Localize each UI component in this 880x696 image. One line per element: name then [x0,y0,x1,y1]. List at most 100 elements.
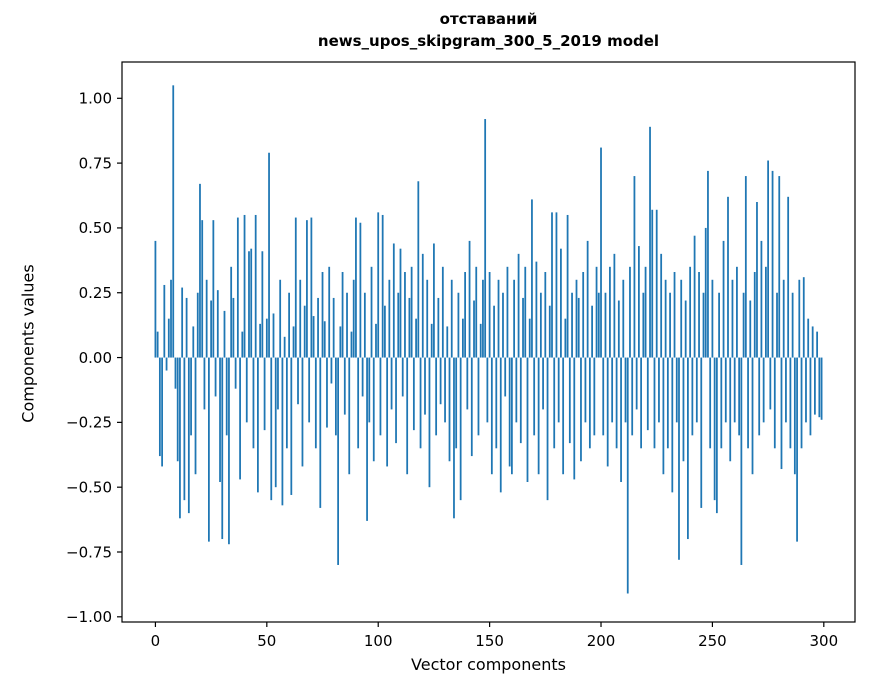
bar [399,248,402,358]
bar [223,310,226,358]
bar [190,357,192,436]
bar [321,272,324,358]
bar [408,297,411,358]
bar [341,272,344,358]
bar [793,357,796,475]
y-tick-label: 0.25 [79,284,112,302]
bar [350,331,353,358]
bar [216,290,219,358]
axes-spines [121,61,856,623]
bar [709,357,712,449]
bar [814,357,816,415]
bar [531,199,533,358]
bar [457,292,460,358]
bar [782,279,785,358]
bar [773,357,776,449]
bar [617,300,620,358]
y-tick-label: 0.75 [79,154,112,172]
bar [564,318,567,358]
bar [769,357,772,410]
bar [789,357,792,449]
bar [760,240,763,358]
bar [185,297,188,358]
bar [718,292,720,358]
bar [651,209,654,358]
y-axis-label: Components values [18,264,38,423]
bar [303,305,306,358]
bar [533,357,536,436]
bar [381,214,384,358]
bar [346,292,348,358]
bar [366,357,368,521]
bar [392,243,395,358]
bar [283,336,286,358]
x-tick-label: 0 [151,632,161,650]
bar [624,357,627,423]
bar [693,235,696,358]
bar [504,357,507,397]
bar [421,253,424,358]
bar [183,357,186,501]
bar [203,357,206,410]
bar [241,331,244,358]
bar [455,357,458,449]
bar [221,357,224,540]
bar [328,266,331,358]
bar [785,357,787,423]
bar [170,279,172,358]
bar [620,357,622,482]
bar [252,357,255,449]
bar [664,279,667,358]
bar [397,292,400,358]
bar [426,279,429,358]
bar [435,357,438,436]
bar [753,272,756,358]
bar [210,300,213,358]
bar [199,183,201,358]
bar [239,357,241,480]
bar [546,357,549,501]
bar [450,279,453,358]
bar [771,170,774,358]
bar [388,279,391,358]
bar [756,202,758,358]
bar [179,357,181,519]
bar [428,357,431,488]
bar [586,240,589,358]
bar [395,357,397,444]
bar [555,212,558,358]
bar [776,292,778,358]
bar [787,196,790,358]
bar [470,357,473,457]
bar [248,251,250,358]
bar [811,326,814,358]
x-tick-label: 200 [587,632,616,650]
bar [477,357,480,436]
bar [818,357,821,418]
bar [742,292,745,358]
bar [602,357,605,436]
bar [245,357,248,423]
bar [234,357,237,389]
y-tick-label: −0.50 [66,478,112,496]
bar [675,357,678,423]
bar [285,357,288,449]
bar [228,357,230,545]
bar [433,243,435,358]
bar [580,357,582,462]
bar [270,357,273,501]
bar [655,209,658,358]
bar [250,248,253,358]
bar [638,246,640,358]
bar [417,181,420,358]
bar [323,321,326,358]
bar [720,357,723,449]
bar [626,357,629,594]
bar [194,357,197,475]
bar [439,357,442,405]
bar [778,176,781,358]
bar [495,357,498,449]
bar [453,357,455,519]
bar [551,212,553,358]
